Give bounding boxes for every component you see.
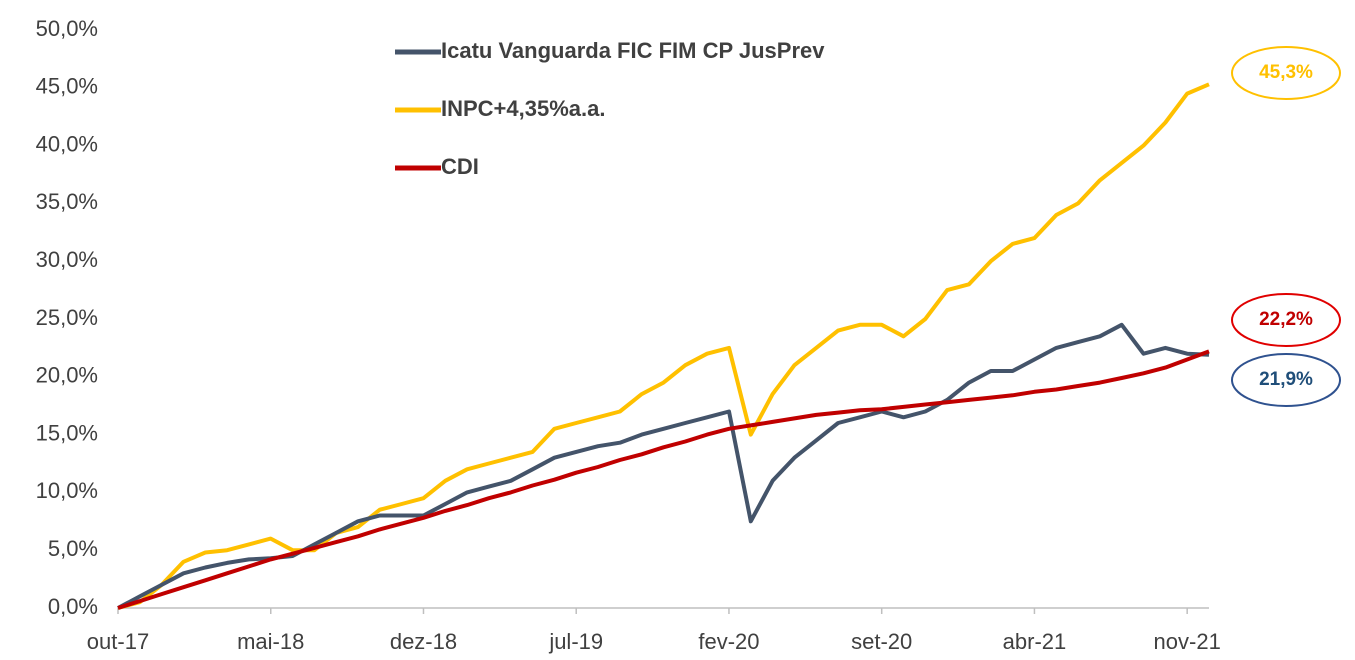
legend-label: Icatu Vanguarda FIC FIM CP JusPrev (441, 38, 825, 63)
series-line (117, 82, 1210, 610)
label-ellipse (1231, 46, 1341, 100)
y-tick-label: 45,0% (36, 74, 98, 99)
y-tick-label: 15,0% (36, 420, 98, 445)
y-tick-label: 30,0% (36, 247, 98, 272)
x-tick-label: dez-18 (390, 629, 457, 654)
x-tick-label: fev-20 (698, 629, 759, 654)
legend-label: INPC+4,35%a.a. (441, 96, 605, 121)
y-tick-label: 35,0% (36, 189, 98, 214)
data-label: 21,9% (1259, 369, 1313, 390)
label-ellipse (1231, 293, 1341, 347)
data-label: 45,3% (1259, 62, 1313, 83)
label-ellipse (1231, 353, 1341, 407)
y-tick-label: 50,0% (36, 16, 98, 41)
y-tick-label: 10,0% (36, 478, 98, 503)
legend-label: CDI (441, 154, 479, 179)
y-tick-label: 40,0% (36, 131, 98, 156)
x-tick-label: nov-21 (1154, 629, 1221, 654)
x-tick-label: mai-18 (237, 629, 304, 654)
x-tick-label: jul-19 (548, 629, 603, 654)
y-tick-label: 0,0% (48, 594, 98, 619)
series-line (117, 322, 1210, 610)
x-tick-label: abr-21 (1003, 629, 1067, 654)
x-tick-label: out-17 (87, 629, 149, 654)
x-tick-label: set-20 (851, 629, 912, 654)
y-tick-label: 5,0% (48, 536, 98, 561)
data-label: 22,2% (1259, 309, 1313, 330)
y-tick-label: 20,0% (36, 363, 98, 388)
series-line (117, 349, 1210, 610)
y-tick-label: 25,0% (36, 305, 98, 330)
